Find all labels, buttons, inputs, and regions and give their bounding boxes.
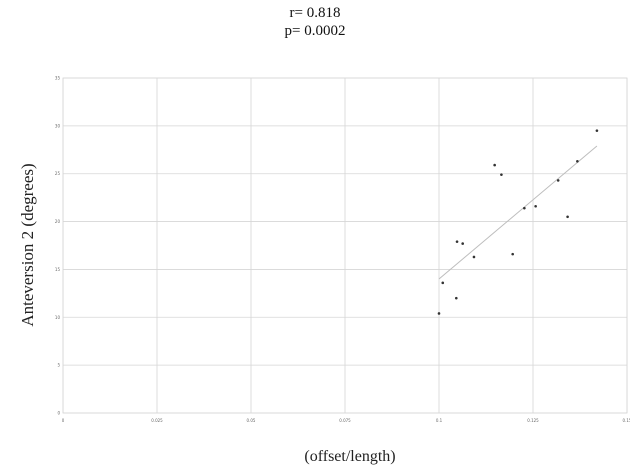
data-point: [523, 206, 526, 210]
data-point: [595, 129, 599, 132]
p-value: p= 0.0002: [284, 23, 346, 39]
data-point: [500, 173, 503, 176]
correlation-r: r= 0.818: [289, 5, 341, 21]
statistics-annotation: r= 0.818 p= 0.0002: [0, 4, 630, 40]
data-point: [441, 281, 445, 285]
grid: [62, 77, 628, 414]
data-point: [511, 252, 514, 256]
y-tick-label: 5: [57, 363, 60, 368]
x-axis-label: (offset/length): [0, 448, 630, 466]
y-tick-label: 30: [55, 123, 61, 128]
x-tick-label: 0.075: [339, 418, 351, 423]
data-point: [437, 312, 441, 315]
data-point: [493, 163, 496, 167]
y-tick-label: 10: [55, 315, 61, 320]
x-tick-label: 0.1: [436, 418, 443, 423]
data-point: [566, 215, 569, 219]
x-axis-label-text: (offset/length): [304, 448, 396, 465]
data-point: [454, 296, 458, 300]
y-tick-label: 0: [57, 411, 60, 416]
data-point: [472, 255, 476, 259]
x-tick-label: 0.125: [527, 418, 539, 423]
x-tick-label: 0.025: [151, 418, 163, 423]
data-point: [556, 179, 560, 182]
trendline: [438, 145, 598, 280]
y-tick-label: 35: [55, 76, 61, 81]
data-point: [534, 204, 537, 208]
y-tick-label: 20: [55, 219, 61, 224]
trendline-group: [438, 145, 598, 280]
data-points: [437, 129, 599, 315]
data-point: [455, 240, 459, 243]
data-point: [461, 242, 464, 245]
y-tick-label: 15: [55, 267, 61, 272]
x-tick-label: 0.05: [247, 418, 256, 423]
data-point: [576, 159, 579, 163]
tick-labels: 0 0.025 0.05 0.075 0.1 0.125 0.15 0 5 10 15 20 25 30 3…: [55, 76, 630, 424]
y-tick-label: 25: [55, 171, 61, 176]
x-tick-label: 0: [62, 418, 65, 423]
x-tick-label: 0.15: [623, 418, 630, 423]
